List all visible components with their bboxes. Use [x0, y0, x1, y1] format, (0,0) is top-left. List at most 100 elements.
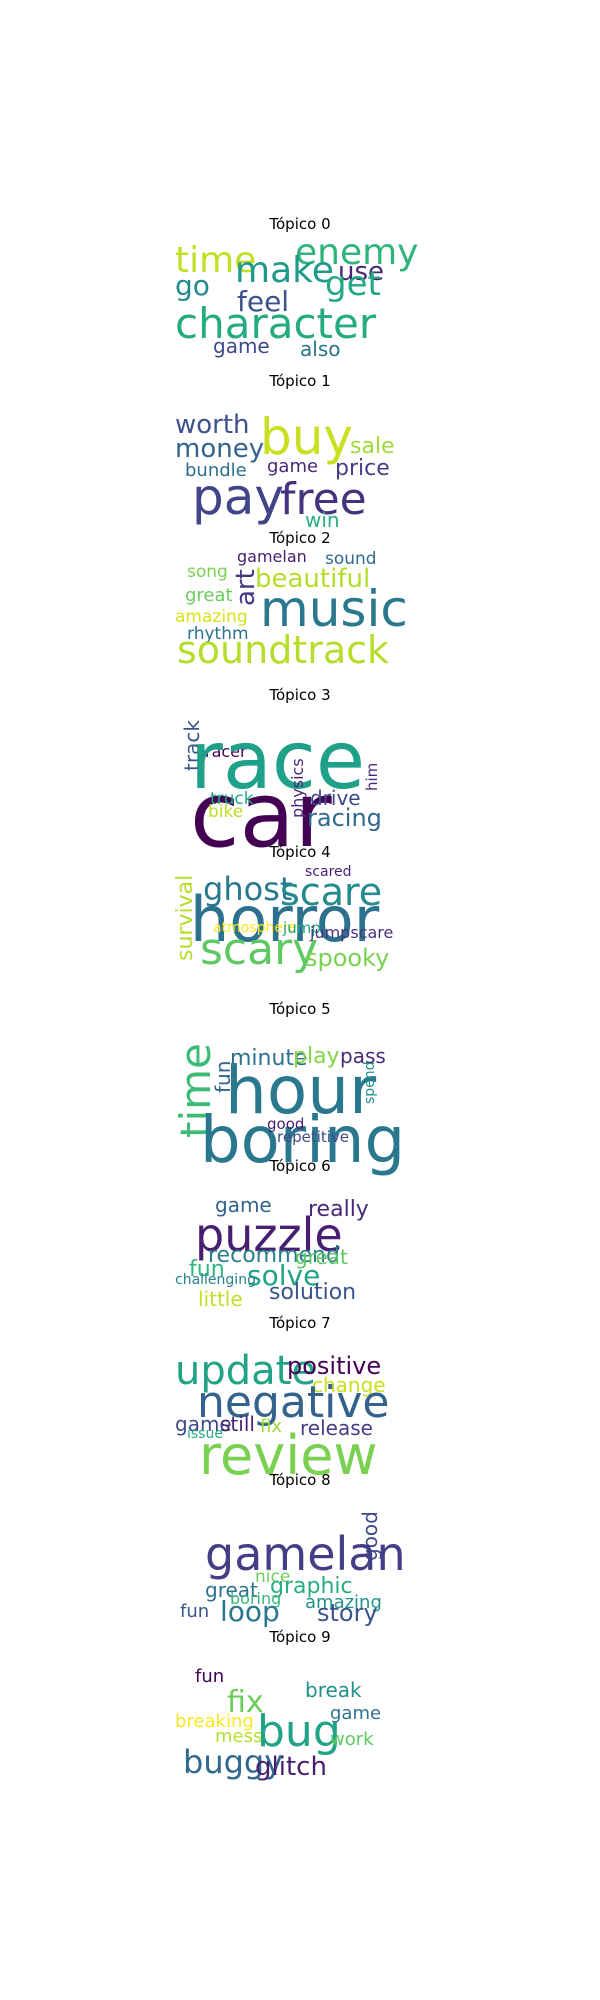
cloud-word: price: [335, 456, 390, 481]
cloud-word: win: [305, 508, 340, 532]
cloud-word: great: [295, 1245, 348, 1269]
cloud-word: get: [325, 264, 381, 304]
cloud-word: solve: [247, 1259, 321, 1292]
cloud-word: good: [267, 1115, 305, 1133]
topic-panel-6: Tópico 6 game really puzzle recommend great fu…: [0, 1157, 600, 1314]
cloud-word: game: [215, 1193, 272, 1217]
cloud-word: loop: [220, 1595, 280, 1628]
cloud-word: time: [175, 240, 257, 281]
word-cloud: track racer race car truck physics drive him bik…: [175, 706, 435, 860]
cloud-word: fun: [189, 1257, 225, 1282]
cloud-word: game: [175, 1412, 232, 1436]
topic-panel-1: Tópico 1 worth buy money sale bundle game price…: [0, 372, 600, 532]
cloud-word: release: [300, 1416, 373, 1440]
cloud-word: use: [338, 257, 385, 287]
cloud-word: story: [317, 1599, 378, 1627]
topic-title: Tópico 1: [269, 372, 331, 390]
cloud-word: music: [260, 580, 408, 638]
cloud-word: breaking: [175, 1711, 254, 1732]
cloud-word: racer: [205, 742, 247, 761]
topic-title: Tópico 9: [269, 1628, 331, 1646]
cloud-word: make: [235, 250, 334, 291]
cloud-word: character: [175, 299, 377, 348]
cloud-word: race: [190, 714, 366, 807]
cloud-word: solution: [269, 1280, 357, 1305]
cloud-word: scare: [280, 870, 383, 914]
cloud-word: racing: [307, 804, 382, 832]
cloud-word: also: [300, 337, 341, 361]
word-cloud: fun break fix game breaking bug mess work buggy g…: [175, 1648, 435, 1783]
word-cloud: update positive change negative game still iss…: [175, 1334, 435, 1483]
cloud-word: repetitive: [277, 1128, 350, 1146]
topic-title: Tópico 5: [269, 1000, 331, 1018]
topic-panel-9: Tópico 9 fun break fix game breaking bug mess wo…: [0, 1628, 600, 1785]
cloud-word: break: [305, 1678, 362, 1702]
word-cloud: game really puzzle recommend great fun solve ch…: [175, 1177, 435, 1312]
word-cloud: gamelan sound song art beautiful great music am…: [175, 549, 435, 684]
cloud-word: challenging: [175, 1272, 256, 1288]
cloud-word: great: [185, 585, 233, 606]
cloud-word: great: [205, 1578, 258, 1602]
cloud-word: change: [312, 1373, 386, 1397]
cloud-word: truck: [210, 789, 254, 809]
topic-title: Tópico 2: [269, 529, 331, 547]
word-cloud: minute play pass time fun hour spend boring good…: [171, 1020, 435, 1173]
cloud-word: bug: [257, 1706, 341, 1757]
topic-panel-7: Tópico 7 update positive change negative game…: [0, 1314, 600, 1483]
cloud-word: hour: [225, 1052, 377, 1129]
topic-panel-2: Tópico 2 gamelan sound song art beautiful grea…: [0, 529, 600, 686]
cloud-word: enemy: [295, 232, 419, 273]
cloud-word: glitch: [255, 1752, 327, 1782]
cloud-word: gamelan: [237, 547, 307, 566]
cloud-word: pay: [192, 468, 284, 526]
cloud-word: fun: [180, 1601, 210, 1622]
cloud-word: spooky: [305, 944, 390, 972]
cloud-word: gamelan: [205, 1527, 406, 1581]
cloud-word: review: [199, 1424, 378, 1487]
cloud-word: amazing: [305, 1592, 382, 1613]
cloud-word: issue: [187, 1426, 223, 1442]
cloud-word: rhythm: [187, 624, 249, 644]
cloud-word: work: [330, 1729, 374, 1750]
cloud-word: buggy: [183, 1743, 284, 1781]
cloud-word: amazing: [175, 607, 248, 627]
cloud-word: jumpscare: [310, 923, 394, 942]
cloud-word: minute: [230, 1046, 308, 1071]
cloud-word: song: [187, 562, 228, 582]
cloud-word: go: [175, 269, 210, 302]
cloud-word: bike: [208, 802, 244, 822]
cloud-word: feel: [237, 285, 290, 318]
cloud-word: update: [175, 1348, 316, 1394]
cloud-word: nice: [255, 1567, 291, 1587]
topic-title: Tópico 6: [269, 1157, 331, 1175]
topic-panel-5: Tópico 5 minute play pass time fun hour spend bo…: [0, 1000, 600, 1173]
cloud-word: pass: [340, 1044, 386, 1068]
cloud-word: fix: [227, 1685, 264, 1720]
cloud-word: buy: [260, 408, 354, 466]
cloud-word: sound: [325, 549, 377, 569]
cloud-word: negative: [197, 1377, 390, 1428]
cloud-word: still: [220, 1412, 255, 1436]
cloud-word: game: [213, 334, 270, 358]
topic-title: Tópico 0: [269, 215, 331, 233]
word-cloud: time enemy make use go get feel character game al…: [175, 235, 435, 370]
cloud-word: car: [190, 763, 332, 868]
cloud-word: fix: [260, 1416, 282, 1437]
cloud-word: horror: [190, 883, 380, 956]
cloud-word: little: [198, 1287, 243, 1311]
cloud-word: spend: [362, 1061, 378, 1104]
topic-panel-8: Tópico 8 good gamelan nice great graphic borin…: [0, 1471, 600, 1628]
cloud-word: recommend: [208, 1243, 340, 1268]
cloud-word: boring: [230, 1589, 282, 1608]
cloud-word: boring: [200, 1104, 406, 1178]
cloud-word: play: [293, 1044, 340, 1069]
cloud-word: him: [363, 762, 381, 791]
cloud-word: bundle: [185, 460, 247, 481]
cloud-word: scary: [200, 924, 319, 975]
cloud-word: sale: [350, 434, 395, 459]
topic-panel-4: Tópico 4 scared ghost scare survival horror at…: [0, 843, 600, 1000]
topic-title: Tópico 7: [269, 1314, 331, 1332]
topic-title: Tópico 4: [269, 843, 331, 861]
cloud-word: fun: [195, 1666, 225, 1687]
word-cloud: good gamelan nice great graphic boring amazing…: [175, 1491, 435, 1626]
